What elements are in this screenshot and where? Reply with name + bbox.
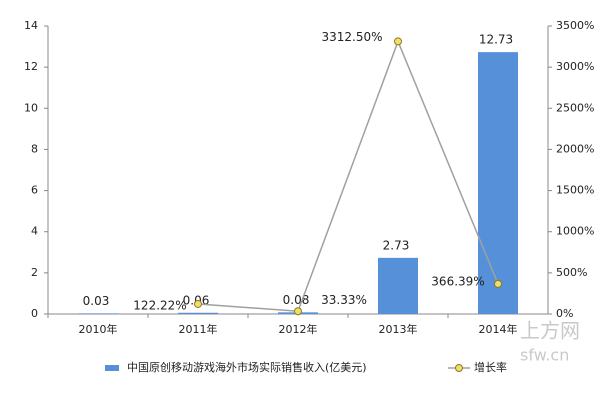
line-label: 3312.50% <box>321 30 382 44</box>
line-label: 366.39% <box>431 274 484 288</box>
y2-tick-label: 2500% <box>556 101 594 114</box>
bar-label: 0.08 <box>283 293 310 307</box>
y-tick-label: 6 <box>31 184 38 197</box>
x-tick-label: 2010年 <box>79 322 118 336</box>
bar <box>378 257 418 314</box>
y2-tick-label: 1500% <box>556 184 594 197</box>
legend-swatch <box>105 365 119 371</box>
line-label: 122.22% <box>133 298 186 312</box>
bar <box>178 312 218 314</box>
watermark: sfw.cn <box>520 346 569 365</box>
x-tick-label: 2014年 <box>479 322 518 336</box>
line-marker <box>194 299 202 308</box>
line-marker <box>394 37 402 46</box>
line-label: 33.33% <box>321 293 367 307</box>
watermark: 上方网 <box>520 319 580 343</box>
bar <box>478 52 518 315</box>
legend-swatch <box>455 364 463 372</box>
y-tick-label: 8 <box>31 142 38 155</box>
line-marker <box>294 307 302 316</box>
legend-label: 增长率 <box>474 360 507 374</box>
y-tick-label: 0 <box>31 307 38 320</box>
bar-label: 0.03 <box>83 294 110 308</box>
y2-tick-label: 0% <box>556 307 573 320</box>
bar-label: 2.73 <box>383 238 410 252</box>
x-tick-label: 2013年 <box>379 322 418 336</box>
y-tick-label: 10 <box>24 101 38 114</box>
y2-tick-label: 2000% <box>556 142 594 155</box>
y2-tick-label: 1000% <box>556 225 594 238</box>
line <box>197 39 499 313</box>
bar-label: 12.73 <box>479 33 513 47</box>
x-tick-label: 2012年 <box>279 322 318 336</box>
y2-tick-label: 500% <box>556 266 587 279</box>
y-tick-label: 4 <box>31 225 38 238</box>
legend-label: 中国原创移动游戏海外市场实际销售收入(亿美元) <box>127 360 367 374</box>
y2-tick-label: 3500% <box>556 19 594 32</box>
y-tick-label: 2 <box>31 266 38 279</box>
y2-tick-label: 3000% <box>556 60 594 73</box>
y-tick-label: 12 <box>24 60 38 73</box>
bar <box>78 313 118 314</box>
y-tick-label: 14 <box>24 19 38 32</box>
x-tick-label: 2011年 <box>179 322 218 336</box>
line-marker <box>494 279 502 288</box>
